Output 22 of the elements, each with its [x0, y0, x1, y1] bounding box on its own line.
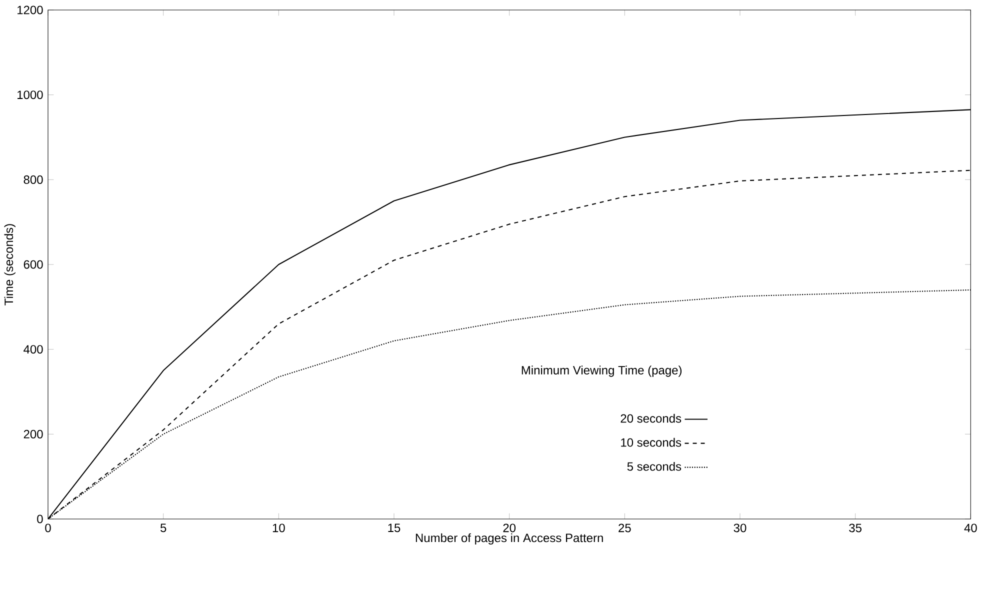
y-tick-label: 400: [24, 345, 43, 354]
y-tick-label: 200: [24, 430, 43, 438]
x-tick-label: 40: [964, 524, 977, 532]
x-tick-label: 15: [388, 524, 400, 532]
x-tick-label: 35: [849, 524, 862, 532]
x-tick-label: 0: [45, 524, 51, 532]
legend-label: 20 seconds: [620, 414, 682, 423]
x-tick-label: 10: [272, 524, 285, 532]
legend-label: 5 seconds: [627, 462, 682, 471]
legend-label: 10 seconds: [621, 438, 682, 447]
y-tick-label: 1200: [18, 6, 43, 14]
x-tick-label: 5: [160, 524, 166, 532]
y-tick-label: 0: [37, 514, 43, 524]
y-axis-title: Time (seconds): [4, 224, 16, 306]
y-tick-label: 1000: [18, 90, 43, 100]
x-tick-label: 30: [734, 524, 746, 532]
y-tick-label: 600: [24, 260, 43, 269]
x-tick-label: 20: [503, 524, 516, 532]
legend-title: Minimum Viewing Time (page): [522, 366, 682, 377]
x-tick-label: 25: [618, 524, 631, 532]
y-tick-label: 800: [24, 175, 43, 184]
x-axis-title: Number of pages in Access Pattern: [416, 533, 603, 545]
